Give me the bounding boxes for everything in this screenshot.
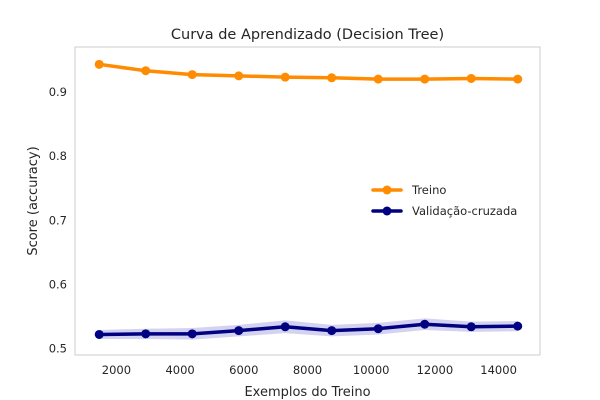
y-tick-label: 0.5 <box>49 342 67 356</box>
point-validacao <box>94 329 104 339</box>
legend-marker-validacao <box>382 206 392 216</box>
x-axis-label: Exemplos do Treino <box>244 385 370 400</box>
point-validacao <box>373 324 383 334</box>
y-tick-label: 0.8 <box>49 149 67 163</box>
plot-area <box>75 47 540 355</box>
x-tick-label: 12000 <box>417 363 454 377</box>
y-axis-ticks: 0.5 0.6 0.7 0.8 0.9 <box>49 85 67 356</box>
point-treino <box>234 71 244 81</box>
point-validacao <box>187 329 197 339</box>
point-validacao <box>327 326 337 336</box>
point-treino <box>420 74 430 84</box>
legend-marker-treino <box>382 185 392 195</box>
point-validacao <box>466 322 476 332</box>
x-tick-label: 6000 <box>229 363 258 377</box>
point-validacao <box>234 326 244 336</box>
series-points <box>94 59 523 339</box>
legend: Treino Validação-cruzada <box>371 183 517 218</box>
y-tick-label: 0.6 <box>49 277 67 291</box>
point-treino <box>373 74 383 84</box>
line-treino <box>97 62 520 81</box>
x-tick-label: 2000 <box>102 363 131 377</box>
point-treino <box>141 66 151 76</box>
point-validacao <box>420 319 430 329</box>
chart-title: Curva de Aprendizado (Decision Tree) <box>171 27 444 43</box>
point-treino <box>466 73 476 83</box>
legend-label-treino: Treino <box>411 183 446 197</box>
y-axis-label: Score (accuracy) <box>26 146 41 255</box>
point-validacao <box>513 321 523 331</box>
series-lines <box>97 62 520 337</box>
y-tick-label: 0.7 <box>49 213 67 227</box>
line-validacao <box>97 322 520 337</box>
plot-frame <box>74 46 541 356</box>
point-treino <box>187 70 197 80</box>
x-tick-label: 4000 <box>165 363 194 377</box>
x-tick-label: 14000 <box>480 363 517 377</box>
legend-label-validacao: Validação-cruzada <box>412 204 517 218</box>
x-axis-ticks: 2000 4000 6000 8000 10000 12000 14000 <box>102 363 517 377</box>
x-tick-label: 10000 <box>353 363 390 377</box>
x-tick-label: 8000 <box>293 363 322 377</box>
point-treino <box>280 72 290 82</box>
point-validacao <box>141 329 151 339</box>
point-treino <box>513 74 523 84</box>
y-tick-label: 0.9 <box>49 85 67 99</box>
point-treino <box>94 59 104 69</box>
point-treino <box>327 73 337 83</box>
point-validacao <box>280 322 290 332</box>
